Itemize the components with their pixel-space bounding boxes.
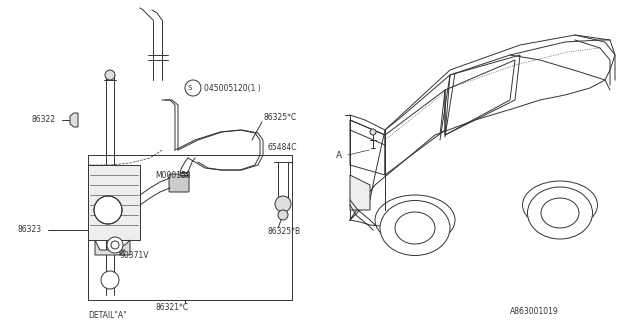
Text: M000158: M000158 [155,171,191,180]
Text: DETAIL"A": DETAIL"A" [88,310,127,319]
Ellipse shape [380,201,450,255]
Ellipse shape [395,212,435,244]
FancyBboxPatch shape [169,174,189,192]
Circle shape [105,70,115,80]
Polygon shape [95,240,130,255]
Ellipse shape [527,187,593,239]
Text: 90371V: 90371V [120,251,150,260]
Text: 65484C: 65484C [267,143,296,153]
Circle shape [275,196,291,212]
Text: 86322: 86322 [32,116,56,124]
Circle shape [370,129,376,135]
Text: A: A [336,150,342,159]
Circle shape [94,196,122,224]
Text: S: S [188,85,192,91]
Polygon shape [350,175,370,210]
Circle shape [278,210,288,220]
Ellipse shape [541,198,579,228]
Text: 86323: 86323 [18,226,42,235]
Circle shape [101,271,119,289]
Text: 86325*C: 86325*C [263,114,296,123]
Polygon shape [88,165,140,240]
Text: 86325*B: 86325*B [267,228,300,236]
Ellipse shape [180,173,188,177]
Circle shape [185,80,201,96]
Text: 86321*C: 86321*C [155,303,188,313]
Text: A863001019: A863001019 [510,308,559,316]
Polygon shape [70,113,78,127]
Text: 045005120(1 ): 045005120(1 ) [204,84,260,92]
Circle shape [107,237,123,253]
